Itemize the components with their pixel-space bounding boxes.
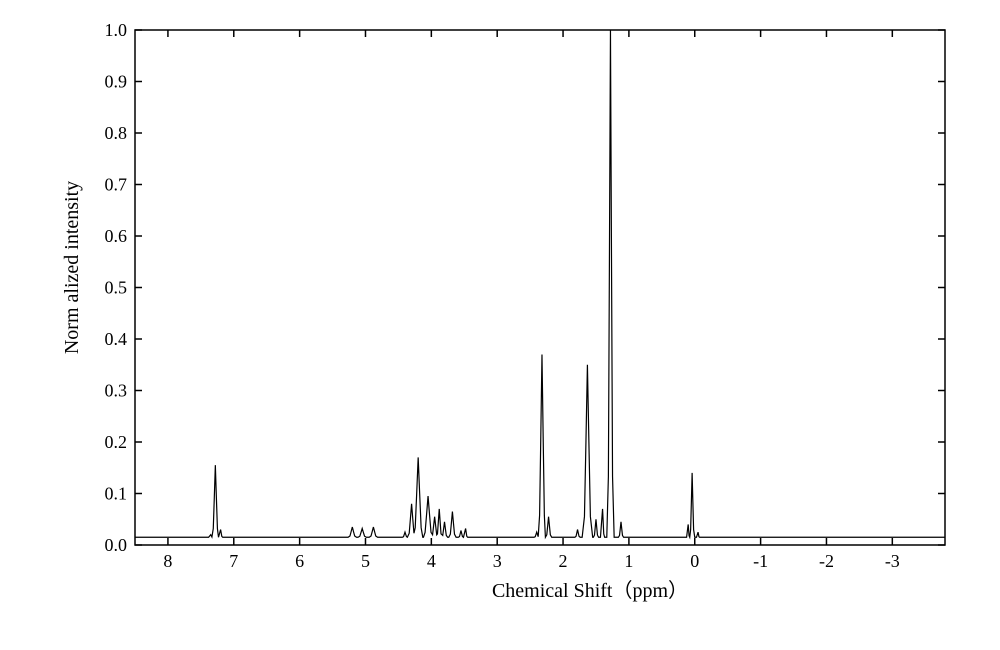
svg-text:0.9: 0.9: [105, 72, 128, 92]
svg-text:-3: -3: [885, 551, 900, 571]
svg-text:8: 8: [163, 551, 172, 571]
x-axis-label: Chemical Shift（ppm）: [492, 579, 688, 602]
svg-text:0.3: 0.3: [105, 381, 128, 401]
svg-text:2: 2: [559, 551, 568, 571]
nmr-spectrum-chart: 0.0 0.1 0.2 0.3 0.4 0.5 0.6 0.7 0.8 0.9 1.0 8 7 6 5 4 3 2…: [50, 20, 950, 620]
svg-text:0.7: 0.7: [105, 175, 128, 195]
svg-text:6: 6: [295, 551, 304, 571]
svg-text:1.0: 1.0: [105, 20, 128, 40]
svg-text:3: 3: [493, 551, 502, 571]
svg-text:1: 1: [624, 551, 633, 571]
spectrum-trace: [135, 30, 945, 537]
svg-text:0: 0: [690, 551, 699, 571]
svg-text:7: 7: [229, 551, 238, 571]
svg-text:5: 5: [361, 551, 370, 571]
svg-text:0.4: 0.4: [105, 329, 128, 349]
y-axis-label: Norm alized intensity: [61, 181, 83, 354]
svg-text:0.1: 0.1: [105, 484, 128, 504]
svg-text:0.5: 0.5: [105, 278, 128, 298]
svg-text:-1: -1: [753, 551, 768, 571]
svg-text:0.8: 0.8: [105, 123, 128, 143]
svg-text:0.0: 0.0: [105, 535, 128, 555]
chart-svg: 0.0 0.1 0.2 0.3 0.4 0.5 0.6 0.7 0.8 0.9 1.0 8 7 6 5 4 3 2…: [50, 20, 950, 620]
svg-text:4: 4: [427, 551, 436, 571]
svg-text:0.6: 0.6: [105, 226, 128, 246]
svg-text:-2: -2: [819, 551, 834, 571]
svg-text:0.2: 0.2: [105, 432, 128, 452]
